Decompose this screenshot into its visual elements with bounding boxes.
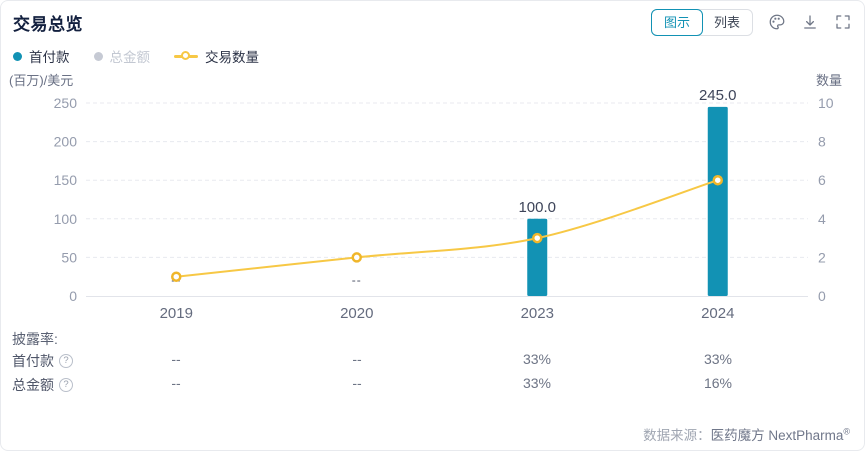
disclosure-row-label: 首付款 ?: [12, 351, 73, 371]
bar-value-label: 100.0: [518, 199, 556, 216]
total-amount-dot-icon: [93, 51, 103, 61]
right-axis-title: 数量: [816, 73, 842, 88]
bar-2024[interactable]: [707, 106, 728, 296]
card-header: 交易总览 图示 列表: [13, 8, 852, 36]
right-axis-tick: 8: [818, 134, 826, 150]
view-toggle-group: 图示 列表: [650, 8, 753, 36]
data-source-label: 数据来源：: [643, 428, 711, 443]
downpayment-dot-icon: [13, 51, 22, 61]
right-axis-tick: 4: [818, 211, 826, 227]
left-axis-tick: 150: [54, 172, 78, 188]
left-axis-tick: 200: [54, 134, 78, 150]
disclosure-row-label: 总金额 ?: [12, 375, 73, 395]
chart-legend: 首付款 总金额 交易数量: [13, 46, 259, 66]
deal-count-point-2023[interactable]: [532, 232, 543, 244]
page-title: 交易总览: [13, 14, 83, 34]
x-axis-label: 2019: [160, 305, 193, 322]
bar-value-label: 245.0: [699, 87, 737, 104]
left-axis-title: (百万)/美元: [9, 73, 73, 88]
deal-count-point-2020[interactable]: [351, 252, 362, 263]
left-axis-tick: 250: [54, 95, 78, 111]
disclosure-row-total-amount: 总金额 ? -- -- 33% 16%: [1, 375, 864, 395]
disclosure-table: 披露率: 首付款 ? -- -- 33% 33% 总金额 ? -- -- 33%…: [1, 327, 864, 405]
deal-count-point-2024[interactable]: [712, 174, 723, 186]
legend-label: 首付款: [29, 50, 70, 65]
disclosure-cell: 33%: [703, 351, 733, 367]
data-source-value: 医药魔方 NextPharma: [710, 428, 844, 443]
x-axis-label: 2020: [340, 305, 373, 322]
view-toggle-list[interactable]: 列表: [701, 9, 752, 35]
legend-label: 交易数量: [205, 50, 259, 65]
right-axis-tick: 2: [818, 249, 826, 265]
registered-mark: ®: [843, 426, 850, 437]
combo-chart: 0 50 100 150 200 250 0 2 4 6 8 10 (百万)/美元 数量 2019 2020 2…: [1, 63, 864, 327]
deal-count-line-icon: [174, 51, 198, 61]
left-axis-tick: 0: [69, 288, 77, 304]
data-source: 数据来源：医药魔方 NextPharma®: [643, 424, 850, 444]
disclosure-cell: 33%: [522, 351, 552, 367]
help-icon[interactable]: ?: [59, 354, 73, 368]
bar-value-label: --: [352, 273, 362, 287]
right-axis-tick: 0: [818, 288, 826, 304]
fullscreen-icon[interactable]: [834, 13, 852, 31]
right-axis-tick: 10: [818, 95, 834, 111]
header-controls: 图示 列表: [650, 8, 852, 36]
legend-item-downpayment[interactable]: 首付款: [13, 46, 70, 66]
view-toggle-chart[interactable]: 图示: [650, 8, 703, 36]
disclosure-cell: --: [171, 351, 181, 367]
disclosure-cell: --: [171, 375, 181, 391]
help-icon[interactable]: ?: [59, 378, 73, 392]
legend-item-total-amount[interactable]: 总金额: [93, 46, 151, 66]
right-axis-tick: 6: [818, 172, 826, 188]
disclosure-cell: --: [352, 375, 362, 391]
left-axis-tick: 50: [61, 249, 77, 265]
disclosure-cell: 16%: [703, 375, 733, 391]
deal-count-line[interactable]: [176, 179, 719, 278]
x-axis-label: 2024: [701, 305, 734, 322]
disclosure-cell: 33%: [522, 375, 552, 391]
download-icon[interactable]: [801, 13, 819, 31]
x-axis-label: 2023: [521, 305, 554, 322]
disclosure-title: 披露率:: [12, 331, 58, 347]
bar-2023[interactable]: [527, 218, 548, 296]
disclosure-row-downpayment: 首付款 ? -- -- 33% 33%: [1, 351, 864, 371]
disclosure-cell: --: [352, 351, 362, 367]
palette-icon[interactable]: [768, 13, 786, 31]
left-axis-tick: 100: [54, 211, 78, 227]
deal-count-point-2019[interactable]: [171, 271, 182, 282]
legend-item-deal-count[interactable]: 交易数量: [174, 46, 259, 66]
legend-label: 总金额: [109, 50, 151, 65]
